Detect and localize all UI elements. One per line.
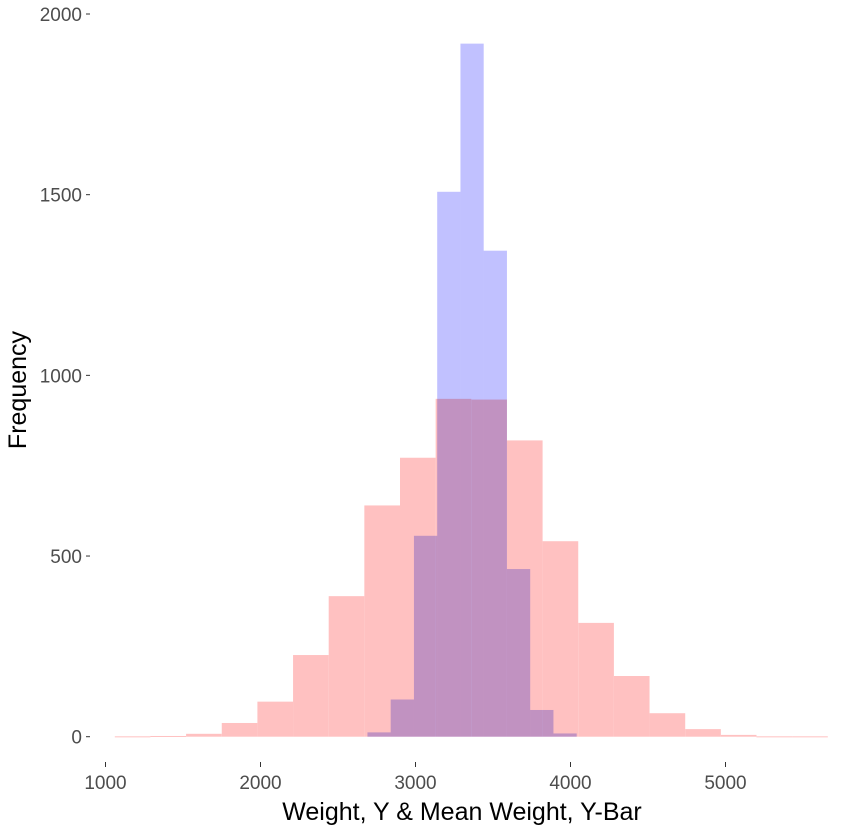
histogram-bar-series2-bin5	[460, 43, 484, 737]
histogram-bar-series1-bin15	[613, 676, 650, 737]
histogram-bar-series2-bin9	[553, 733, 577, 737]
x-axis-title: Weight, Y & Mean Weight, Y-Bar	[282, 798, 641, 826]
y-axis: 0 500 1000 1500 2000	[40, 5, 90, 749]
histogram-bar-series1-bin5	[257, 701, 294, 737]
histogram-bar-series2-bin8	[530, 709, 554, 737]
y-axis-title: Frequency	[4, 330, 32, 449]
histogram-bar-series1-bin13	[542, 541, 579, 737]
histogram-bar-series2-bin1	[367, 732, 391, 737]
y-tick-label: 0	[71, 728, 82, 749]
histogram-bar-series1-bin7	[328, 596, 365, 737]
histogram-bar-series1-bin14	[578, 622, 614, 737]
histogram-bar-series1-bin3	[186, 733, 222, 737]
histogram-bar-series2-bin4	[437, 191, 461, 737]
bars-layer	[114, 43, 828, 738]
histogram-bar-series1-bin2	[150, 735, 187, 737]
histogram-bar-series2-bin7	[506, 569, 531, 737]
x-axis: 1000 2000 3000 4000 5000	[84, 762, 747, 794]
histogram-bar-series1-bin17	[685, 729, 721, 737]
histogram-bar-series1-bin8	[364, 505, 400, 737]
y-tick-label: 1000	[40, 366, 82, 387]
histogram-bar-series2-bin2	[390, 699, 414, 737]
histogram-bar-series1-bin19	[756, 736, 793, 738]
y-tick-label: 2000	[40, 5, 82, 26]
x-tick-label: 2000	[239, 773, 281, 794]
histogram-bar-series2-bin6	[483, 250, 507, 737]
y-tick-label: 500	[50, 547, 82, 568]
x-tick-label: 1000	[84, 773, 126, 794]
histogram-bar-series1-bin4	[221, 722, 258, 737]
x-tick-label: 3000	[394, 773, 436, 794]
x-tick-label: 4000	[549, 773, 591, 794]
histogram-bar-series1-bin16	[649, 713, 686, 737]
histogram-bar-series1-bin6	[293, 655, 329, 737]
x-tick-label: 5000	[704, 773, 746, 794]
histogram-bar-series1-bin20	[792, 736, 828, 738]
histogram-bar-series2-bin3	[413, 535, 438, 737]
histogram-bar-series1-bin1	[114, 736, 151, 738]
y-tick-label: 1500	[40, 186, 82, 207]
histogram-bar-series1-bin18	[720, 734, 757, 737]
